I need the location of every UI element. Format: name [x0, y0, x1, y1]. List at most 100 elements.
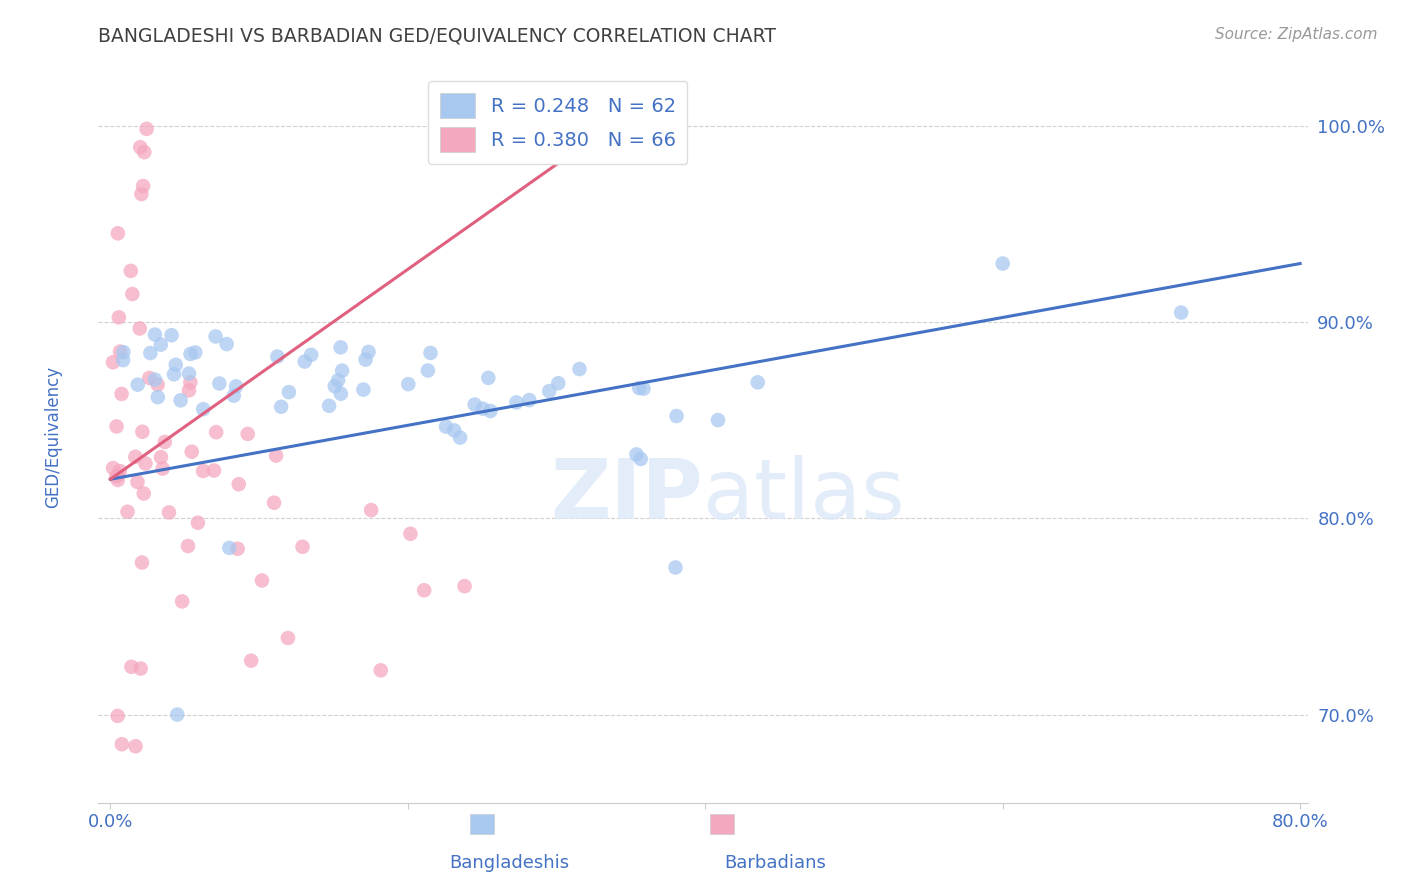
Point — [250, 574, 273, 588]
Point — [143, 373, 166, 387]
Point — [240, 654, 263, 668]
Point — [329, 340, 352, 354]
Point — [357, 345, 380, 359]
Point — [208, 376, 231, 391]
Point — [477, 371, 499, 385]
Point — [179, 347, 201, 361]
Point — [354, 352, 377, 367]
Point — [187, 516, 209, 530]
Point — [132, 179, 155, 194]
Point — [157, 505, 180, 519]
Point — [120, 660, 142, 674]
Point — [105, 469, 128, 483]
Point — [236, 426, 259, 441]
Point — [160, 328, 183, 343]
Point — [121, 287, 143, 301]
Point — [193, 402, 215, 417]
Point — [163, 368, 186, 382]
Point — [630, 452, 652, 467]
Point — [112, 353, 135, 368]
Legend: R = 0.248   N = 62, R = 0.380   N = 66: R = 0.248 N = 62, R = 0.380 N = 66 — [429, 81, 688, 164]
Point — [1170, 305, 1192, 319]
Point — [107, 473, 129, 487]
Point — [169, 393, 191, 408]
Point — [471, 401, 494, 416]
Point — [134, 457, 156, 471]
Point — [329, 386, 352, 401]
Point — [129, 140, 152, 154]
Point — [399, 526, 422, 541]
Point — [131, 556, 153, 570]
Point — [191, 464, 214, 478]
Point — [291, 540, 314, 554]
Point — [166, 707, 188, 722]
Point — [326, 373, 349, 387]
Point — [146, 390, 169, 404]
Point — [396, 377, 419, 392]
Text: Source: ZipAtlas.com: Source: ZipAtlas.com — [1215, 27, 1378, 42]
Point — [517, 393, 540, 408]
Point — [127, 475, 149, 489]
Point — [568, 362, 591, 376]
Point — [294, 354, 316, 368]
Point — [101, 461, 124, 475]
Point — [139, 346, 162, 360]
Point — [131, 425, 153, 439]
Point — [264, 449, 287, 463]
Point — [538, 384, 561, 398]
Point — [464, 398, 486, 412]
Point — [111, 737, 134, 751]
Point — [127, 377, 149, 392]
Point — [131, 187, 153, 202]
Point — [360, 503, 382, 517]
Point — [443, 423, 465, 437]
Point — [434, 419, 457, 434]
Point — [707, 413, 730, 427]
Point — [991, 256, 1014, 270]
Point — [177, 539, 200, 553]
Point — [205, 425, 228, 440]
Point — [318, 399, 340, 413]
Point — [108, 464, 131, 478]
Point — [184, 345, 207, 359]
Point — [177, 384, 200, 398]
Point — [370, 663, 392, 677]
Point — [108, 310, 131, 325]
Text: atlas: atlas — [703, 455, 904, 536]
Text: BANGLADESHI VS BARBADIAN GED/EQUIVALENCY CORRELATION CHART: BANGLADESHI VS BARBADIAN GED/EQUIVALENCY… — [98, 27, 776, 45]
Point — [149, 337, 172, 351]
Point — [218, 541, 240, 555]
Point — [277, 631, 299, 645]
Point — [453, 579, 475, 593]
Point — [202, 463, 225, 477]
Point — [479, 404, 502, 418]
Point — [270, 400, 292, 414]
Point — [665, 409, 688, 423]
Point — [172, 594, 194, 608]
Text: Bangladeshis: Bangladeshis — [450, 854, 569, 872]
Point — [352, 383, 374, 397]
Point — [117, 505, 139, 519]
Point — [228, 477, 250, 491]
Point — [323, 379, 346, 393]
Point — [225, 379, 247, 393]
Point — [149, 450, 172, 464]
Point — [266, 350, 288, 364]
Text: ZIP: ZIP — [551, 455, 703, 536]
Point — [664, 560, 686, 574]
Text: Barbadians: Barbadians — [724, 854, 827, 872]
Point — [222, 389, 245, 403]
Point — [124, 450, 146, 464]
Point — [263, 496, 285, 510]
Point — [626, 447, 648, 461]
Point — [416, 363, 439, 377]
Point — [180, 444, 202, 458]
Point — [299, 348, 322, 362]
Point — [128, 321, 150, 335]
Point — [107, 709, 129, 723]
Point — [101, 355, 124, 369]
Point — [129, 662, 152, 676]
Point — [108, 344, 131, 359]
Point — [138, 371, 160, 385]
Point — [179, 376, 201, 390]
